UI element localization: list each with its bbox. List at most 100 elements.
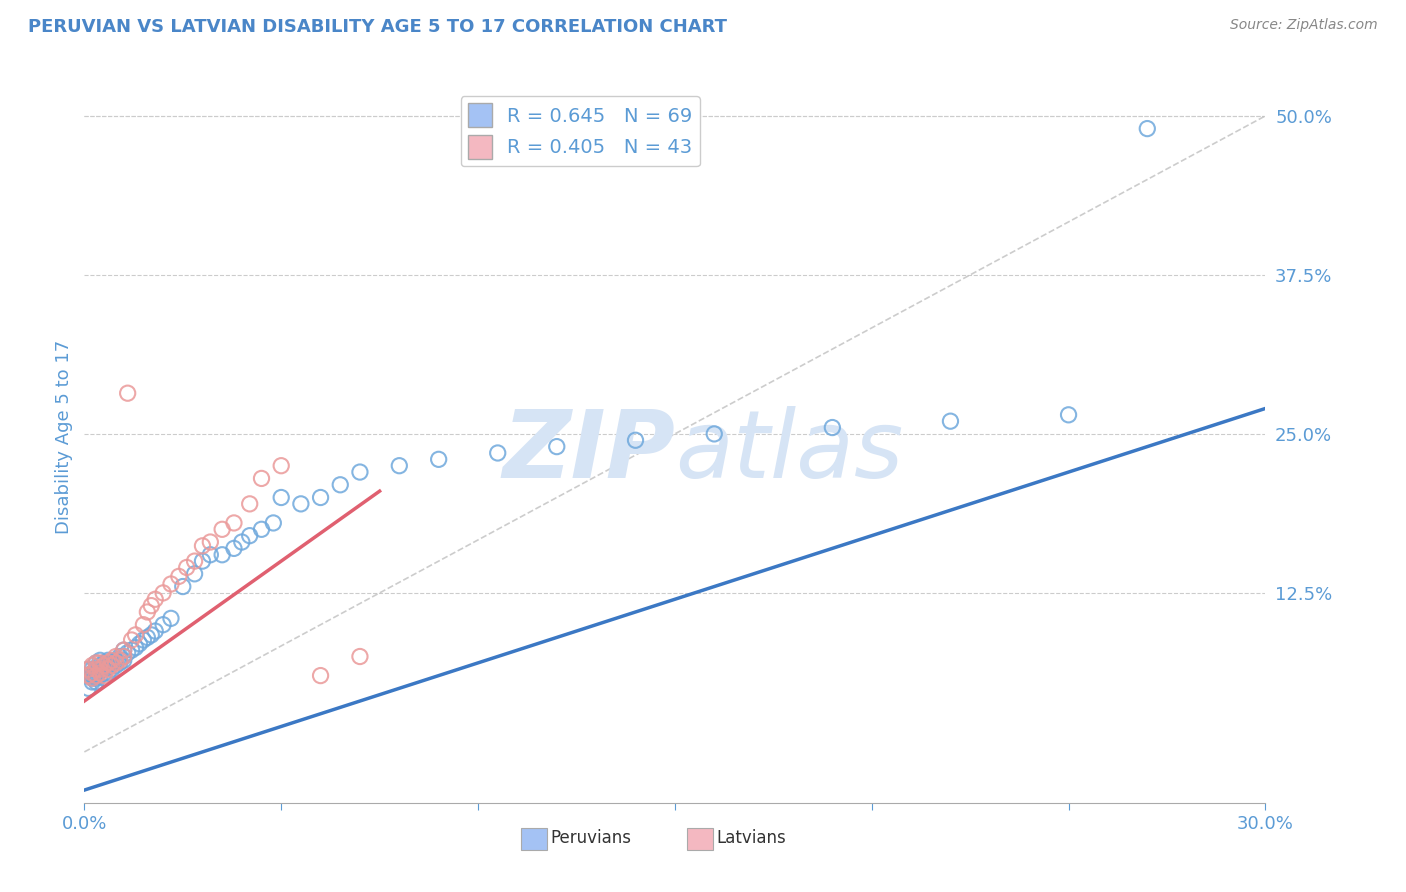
Point: [93, 666, 115, 681]
Point: [132, 617, 155, 632]
Point: [222, 541, 245, 556]
Point: [200, 548, 222, 562]
Point: [211, 522, 233, 536]
Point: [89, 662, 111, 676]
Point: [112, 649, 135, 664]
Point: [250, 522, 273, 536]
Point: [121, 643, 143, 657]
Point: [84, 656, 107, 670]
Point: [104, 658, 127, 673]
Point: [89, 653, 111, 667]
Point: [191, 539, 214, 553]
Point: [101, 653, 124, 667]
Point: [89, 656, 111, 670]
Point: [546, 440, 568, 454]
Point: [349, 649, 371, 664]
FancyBboxPatch shape: [522, 829, 547, 850]
Text: ZIP: ZIP: [502, 406, 675, 498]
Point: [703, 426, 725, 441]
Point: [97, 653, 120, 667]
Point: [104, 656, 127, 670]
Point: [82, 668, 104, 682]
Point: [124, 628, 146, 642]
Point: [270, 491, 292, 505]
Point: [82, 671, 104, 685]
Point: [200, 535, 222, 549]
Point: [239, 497, 262, 511]
Point: [82, 671, 104, 685]
Point: [93, 668, 115, 682]
Point: [77, 668, 100, 682]
Point: [191, 554, 214, 568]
Point: [160, 577, 183, 591]
Text: Peruvians: Peruvians: [551, 829, 631, 847]
Point: [132, 632, 155, 647]
Point: [112, 643, 135, 657]
Point: [821, 420, 844, 434]
Point: [152, 617, 174, 632]
Point: [112, 649, 135, 664]
Point: [124, 640, 146, 655]
Point: [1057, 408, 1080, 422]
Text: atlas: atlas: [675, 406, 903, 497]
Legend: R = 0.645   N = 69, R = 0.405   N = 43: R = 0.645 N = 69, R = 0.405 N = 43: [461, 95, 700, 167]
Point: [309, 668, 332, 682]
Point: [82, 666, 104, 681]
Point: [270, 458, 292, 473]
Point: [77, 681, 100, 696]
Point: [101, 656, 124, 670]
Point: [349, 465, 371, 479]
Point: [250, 471, 273, 485]
Point: [231, 535, 253, 549]
Point: [121, 632, 143, 647]
Point: [486, 446, 509, 460]
Point: [93, 656, 115, 670]
Point: [93, 671, 115, 685]
Point: [136, 605, 159, 619]
Point: [104, 653, 127, 667]
Point: [89, 668, 111, 682]
Point: [104, 649, 127, 664]
Point: [93, 658, 115, 673]
Text: Latvians: Latvians: [716, 829, 786, 847]
Point: [108, 656, 131, 670]
FancyBboxPatch shape: [686, 829, 713, 850]
Point: [108, 653, 131, 667]
Point: [160, 611, 183, 625]
Point: [172, 580, 194, 594]
Point: [108, 649, 131, 664]
Point: [143, 592, 166, 607]
Point: [112, 653, 135, 667]
Point: [101, 662, 124, 676]
Point: [77, 662, 100, 676]
Point: [262, 516, 284, 530]
Point: [77, 662, 100, 676]
Point: [211, 548, 233, 562]
Point: [141, 599, 163, 613]
Point: [97, 666, 120, 681]
Point: [427, 452, 450, 467]
Point: [136, 631, 159, 645]
Point: [222, 516, 245, 530]
Point: [84, 662, 107, 676]
Point: [152, 586, 174, 600]
Point: [239, 529, 262, 543]
Point: [82, 666, 104, 681]
Point: [84, 662, 107, 676]
Text: Source: ZipAtlas.com: Source: ZipAtlas.com: [1230, 18, 1378, 32]
Point: [167, 569, 190, 583]
Point: [97, 662, 120, 676]
Point: [117, 646, 139, 660]
Point: [82, 658, 104, 673]
Point: [82, 675, 104, 690]
Point: [183, 566, 205, 581]
Point: [624, 434, 647, 448]
Y-axis label: Disability Age 5 to 17: Disability Age 5 to 17: [55, 340, 73, 534]
Point: [89, 666, 111, 681]
Point: [84, 675, 107, 690]
Text: PERUVIAN VS LATVIAN DISABILITY AGE 5 TO 17 CORRELATION CHART: PERUVIAN VS LATVIAN DISABILITY AGE 5 TO …: [28, 18, 727, 36]
Point: [84, 666, 107, 681]
Point: [176, 560, 198, 574]
Point: [388, 458, 411, 473]
Point: [141, 628, 163, 642]
